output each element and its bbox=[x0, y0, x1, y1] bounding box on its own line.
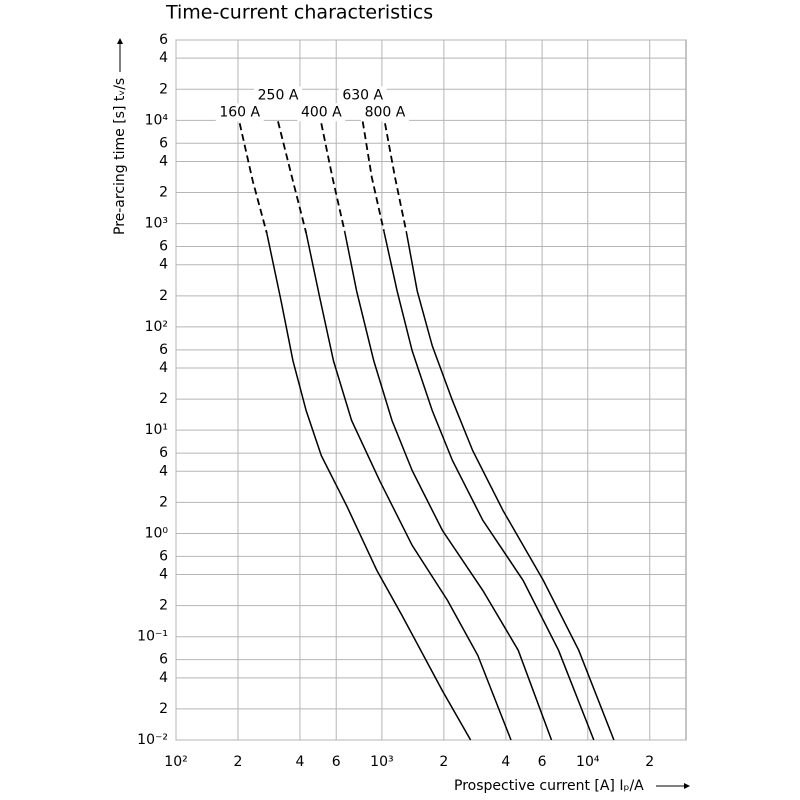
label-bg bbox=[338, 86, 387, 105]
curve-dashed bbox=[277, 121, 308, 234]
y-tick-label: 4 bbox=[159, 257, 168, 273]
y-tick-label: 6 bbox=[159, 342, 168, 358]
y-tick-label: 10⁻¹ bbox=[137, 629, 168, 645]
y-tick-label: 6 bbox=[159, 135, 168, 151]
y-tick-label: 4 bbox=[159, 360, 168, 376]
y-tick-label: 10⁻² bbox=[137, 732, 168, 748]
curve-dashed bbox=[238, 123, 268, 234]
y-tick-label: 6 bbox=[159, 32, 168, 48]
y-tick-label: 6 bbox=[159, 445, 168, 461]
label-bg bbox=[297, 103, 346, 122]
y-tick-label: 4 bbox=[159, 463, 168, 479]
label-bg bbox=[215, 103, 264, 122]
y-tick-label: 2 bbox=[159, 701, 168, 717]
y-tick-label: 2 bbox=[159, 288, 168, 304]
curve-label: 160 A bbox=[219, 104, 260, 120]
curve-label: 630 A bbox=[342, 87, 383, 103]
x-tick-label: 2 bbox=[645, 754, 654, 770]
y-tick-label: 2 bbox=[159, 598, 168, 614]
y-tick-label: 10¹ bbox=[145, 422, 168, 438]
curve-label: 250 A bbox=[258, 87, 299, 103]
y-tick-label: 10⁰ bbox=[145, 525, 169, 541]
y-tick-label: 2 bbox=[159, 185, 168, 201]
label-bg bbox=[254, 86, 303, 105]
curve bbox=[383, 230, 595, 741]
curve bbox=[266, 232, 472, 741]
y-tick-label: 10² bbox=[145, 319, 168, 335]
x-tick-label: 4 bbox=[295, 754, 304, 770]
y-tick-label: 4 bbox=[159, 670, 168, 686]
curve-dashed bbox=[320, 123, 346, 232]
x-tick-label: 10³ bbox=[370, 754, 393, 770]
x-tick-label: 6 bbox=[538, 754, 547, 770]
curve bbox=[305, 232, 512, 741]
y-tick-label: 6 bbox=[159, 548, 168, 564]
x-tick-label: 2 bbox=[234, 754, 243, 770]
y-tick-label: 6 bbox=[159, 239, 168, 255]
y-tick-label: 2 bbox=[159, 81, 168, 97]
plot-area bbox=[175, 39, 687, 741]
y-tick-label: 4 bbox=[159, 153, 168, 169]
y-tick-label: 6 bbox=[159, 652, 168, 668]
y-axis-label: Pre-arcing time [s] tᵥ/s bbox=[112, 78, 128, 235]
x-arrow bbox=[656, 783, 690, 789]
curve-label: 800 A bbox=[365, 104, 406, 120]
y-tick-label: 10³ bbox=[145, 216, 168, 232]
curve bbox=[343, 230, 553, 741]
curve-dashed bbox=[361, 121, 385, 232]
chart-title: Time-current characteristics bbox=[165, 2, 433, 24]
x-tick-label: 10⁴ bbox=[576, 754, 600, 770]
x-tick-label: 6 bbox=[332, 754, 341, 770]
y-tick-label: 4 bbox=[159, 567, 168, 583]
x-axis-label: Prospective current [A] Iₚ/A bbox=[454, 778, 644, 794]
y-tick-label: 4 bbox=[159, 50, 168, 66]
x-tick-label: 2 bbox=[439, 754, 448, 770]
y-tick-label: 2 bbox=[159, 391, 168, 407]
curve-label: 400 A bbox=[301, 104, 342, 120]
x-tick-label: 10² bbox=[164, 754, 187, 770]
y-arrow bbox=[117, 38, 123, 72]
y-tick-label: 10⁴ bbox=[145, 112, 169, 128]
curve-dashed bbox=[384, 123, 408, 232]
curve bbox=[405, 230, 615, 741]
x-tick-label: 4 bbox=[501, 754, 510, 770]
y-tick-label: 2 bbox=[159, 494, 168, 510]
label-bg bbox=[360, 103, 409, 122]
